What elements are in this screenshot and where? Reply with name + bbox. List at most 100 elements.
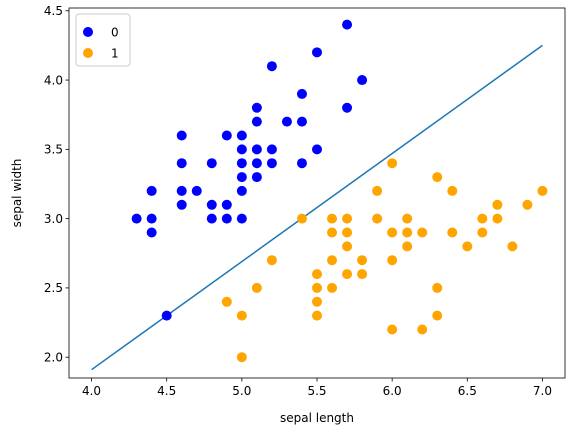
point-series-1-43 — [537, 185, 548, 196]
point-series-1-13 — [327, 282, 338, 293]
point-series-1-14 — [342, 213, 353, 224]
point-series-0-27 — [266, 61, 277, 72]
point-series-0-3 — [146, 227, 157, 238]
point-series-0-26 — [251, 172, 262, 183]
x-tick-label-4: 6.0 — [383, 384, 402, 398]
point-series-1-3 — [251, 282, 262, 293]
point-series-1-12 — [327, 255, 338, 266]
legend-box — [75, 13, 131, 67]
x-tick-label-2: 5.0 — [232, 384, 251, 398]
point-series-1-21 — [372, 213, 383, 224]
point-series-0-32 — [296, 116, 307, 127]
point-series-0-15 — [221, 213, 232, 224]
y-tick-label-4: 4.0 — [44, 73, 63, 87]
x-tick-label-3: 5.5 — [307, 384, 326, 398]
point-series-0-38 — [357, 75, 368, 86]
point-series-1-9 — [312, 310, 322, 321]
legend: 0 1 — [75, 13, 131, 67]
point-series-0-9 — [191, 185, 202, 196]
point-series-1-35 — [447, 227, 458, 238]
point-series-0-5 — [176, 130, 187, 141]
point-series-1-32 — [432, 282, 443, 293]
point-series-1-19 — [357, 269, 368, 280]
point-series-1-11 — [327, 227, 338, 238]
point-series-1-10 — [327, 213, 338, 224]
point-series-0-28 — [266, 144, 277, 155]
point-series-1-26 — [402, 213, 413, 224]
plot-area — [69, 8, 565, 378]
point-series-1-1 — [236, 310, 247, 321]
point-series-1-29 — [417, 227, 428, 238]
point-series-1-5 — [296, 213, 307, 224]
point-series-1-40 — [492, 213, 503, 224]
point-series-0-11 — [206, 199, 217, 210]
points-layer — [131, 19, 548, 363]
y-axis: 2.0 2.5 3.0 3.5 4.0 4.5 — [44, 4, 69, 365]
point-series-0-37 — [342, 102, 353, 113]
point-series-0-8 — [176, 199, 187, 210]
point-series-0-4 — [161, 310, 172, 321]
point-series-1-4 — [266, 255, 277, 266]
point-series-1-17 — [342, 269, 353, 280]
point-series-1-24 — [387, 255, 398, 266]
point-series-0-2 — [146, 213, 157, 224]
y-tick-label-1: 2.5 — [44, 281, 63, 295]
point-series-0-14 — [221, 199, 232, 210]
y-axis-label: sepal width — [10, 159, 24, 228]
point-series-1-31 — [432, 172, 443, 183]
point-series-1-2 — [236, 352, 247, 363]
point-series-0-10 — [206, 158, 217, 169]
point-series-0-13 — [221, 130, 232, 141]
point-series-1-36 — [462, 241, 473, 252]
point-series-0-24 — [251, 144, 262, 155]
legend-marker-1 — [83, 48, 93, 58]
point-series-1-15 — [342, 227, 353, 238]
point-series-1-38 — [477, 227, 488, 238]
point-series-1-0 — [221, 296, 232, 307]
point-series-0-35 — [312, 144, 322, 155]
point-series-1-27 — [402, 227, 413, 238]
point-series-1-18 — [357, 255, 368, 266]
point-series-1-41 — [507, 241, 518, 252]
point-series-1-33 — [432, 310, 443, 321]
point-series-1-22 — [387, 158, 398, 169]
x-tick-label-5: 6.5 — [458, 384, 477, 398]
point-series-0-25 — [251, 158, 262, 169]
x-tick-label-6: 7.0 — [533, 384, 552, 398]
legend-label-0: 0 — [111, 26, 119, 40]
point-series-0-20 — [236, 185, 247, 196]
x-tick-label-0: 4.0 — [82, 384, 101, 398]
point-series-0-1 — [146, 185, 157, 196]
point-series-0-23 — [251, 116, 262, 127]
y-tick-label-2: 3.0 — [44, 212, 63, 226]
legend-label-1: 1 — [111, 47, 119, 61]
point-series-1-8 — [312, 296, 322, 307]
point-series-0-18 — [236, 158, 247, 169]
x-axis-label: sepal length — [280, 411, 354, 425]
point-series-1-28 — [402, 241, 413, 252]
point-series-0-21 — [236, 213, 247, 224]
point-series-1-30 — [417, 324, 428, 335]
point-series-0-6 — [176, 158, 187, 169]
point-series-1-23 — [387, 227, 398, 238]
point-series-1-7 — [312, 282, 322, 293]
point-series-0-7 — [176, 185, 187, 196]
point-series-0-22 — [251, 102, 262, 113]
point-series-0-31 — [296, 88, 307, 99]
point-series-1-42 — [522, 199, 533, 210]
point-series-0-33 — [296, 158, 307, 169]
y-tick-label-0: 2.0 — [44, 351, 63, 365]
point-series-0-36 — [342, 19, 353, 30]
point-series-0-30 — [281, 116, 292, 127]
point-series-1-6 — [312, 269, 322, 280]
point-series-0-12 — [206, 213, 217, 224]
legend-marker-0 — [83, 27, 93, 37]
x-tick-label-1: 4.5 — [157, 384, 176, 398]
point-series-1-25 — [387, 324, 398, 335]
point-series-1-16 — [342, 241, 353, 252]
point-series-1-20 — [372, 185, 383, 196]
point-series-0-19 — [236, 172, 247, 183]
x-axis: 4.0 4.5 5.0 5.5 6.0 6.5 7.0 — [82, 378, 552, 398]
y-tick-label-5: 4.5 — [44, 4, 63, 18]
point-series-0-34 — [312, 47, 322, 58]
